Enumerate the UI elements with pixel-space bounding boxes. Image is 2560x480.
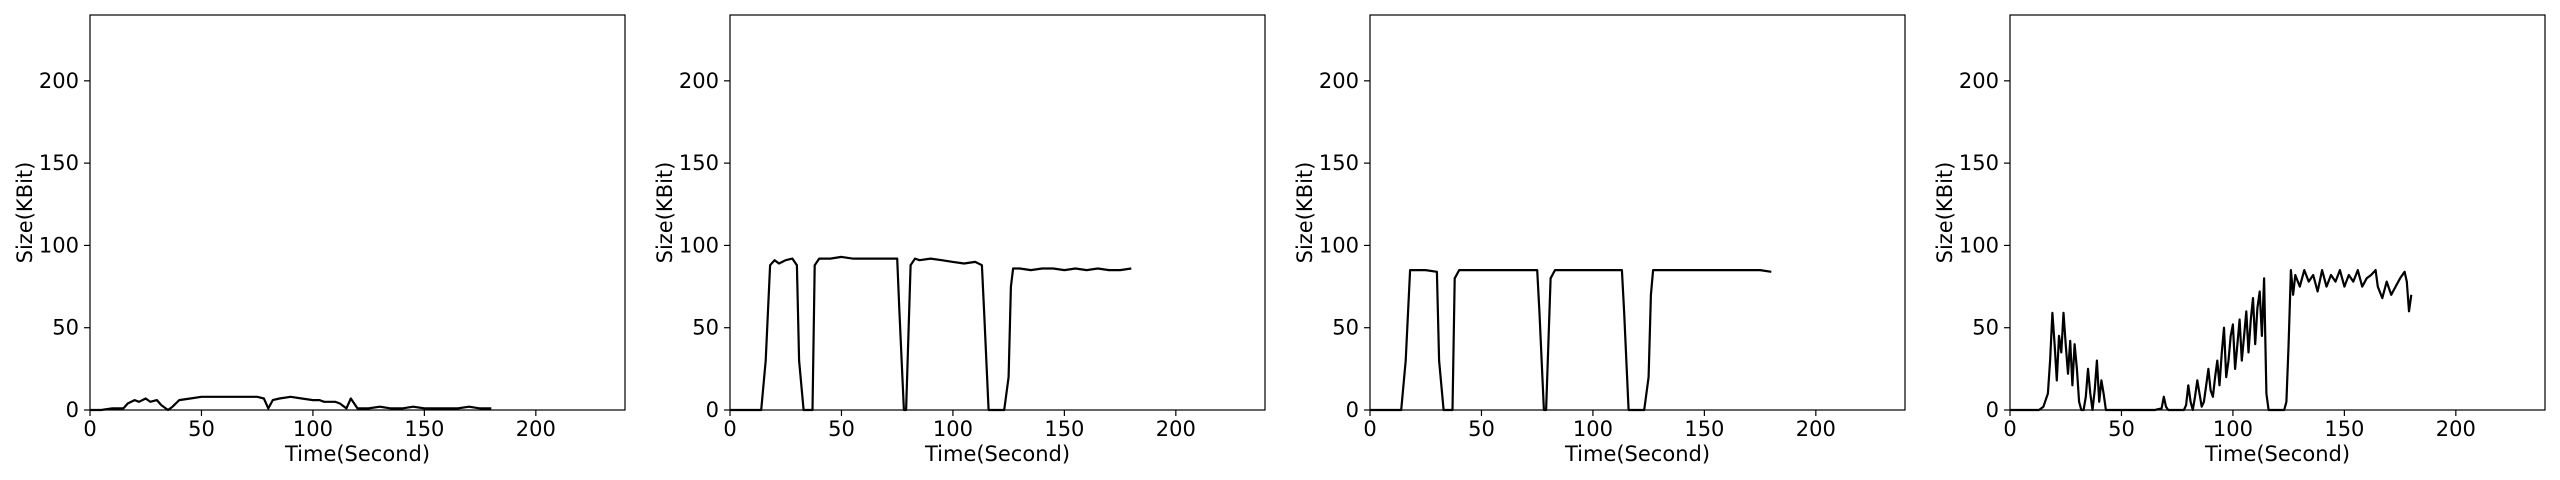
y-tick-label: 150 (1319, 151, 1359, 175)
y-tick-label: 50 (1332, 316, 1359, 340)
chart-panel-3: 0 50 100 150 200 0 50 100 150 200 Time(Second) Size… (1293, 14, 1906, 466)
y-tick-label: 0 (1346, 398, 1359, 422)
x-tick-label: 200 (2436, 417, 2476, 441)
plot-frame (729, 14, 1266, 411)
x-tick-label: 50 (2108, 417, 2135, 441)
plot-frame (89, 14, 626, 411)
y-tick-label: 50 (52, 316, 79, 340)
x-tick-label: 50 (1468, 417, 1495, 441)
series-line-1 (2010, 269, 2413, 412)
x-tick-label: 100 (293, 417, 333, 441)
y-tick-label: 150 (1959, 151, 1999, 175)
x-tick-label: 0 (2003, 417, 2016, 441)
y-tick-label: 100 (1959, 233, 1999, 257)
y-axis-label: Size(KBit) (653, 162, 677, 264)
x-tick-label: 100 (933, 417, 973, 441)
y-axis-label: Size(KBit) (1933, 162, 1957, 264)
y-tick-label: 50 (1972, 316, 1999, 340)
y-tick-label: 100 (1319, 233, 1359, 257)
x-axis-label: Time(Second) (1564, 442, 1710, 466)
x-axis-label: Time(Second) (284, 442, 430, 466)
y-tick-label: 100 (39, 233, 79, 257)
y-tick-label: 200 (39, 69, 79, 93)
y-axis-label: Size(KBit) (13, 162, 37, 264)
y-tick-label: 50 (692, 316, 719, 340)
x-tick-label: 200 (516, 417, 556, 441)
x-tick-label: 150 (1044, 417, 1084, 441)
x-tick-label: 50 (188, 417, 215, 441)
plot-frame (2009, 14, 2546, 411)
x-tick-label: 0 (723, 417, 736, 441)
y-tick-label: 100 (679, 233, 719, 257)
x-tick-label: 50 (828, 417, 855, 441)
x-tick-label: 100 (2213, 417, 2253, 441)
x-axis-label: Time(Second) (924, 442, 1070, 466)
series-line-1 (90, 395, 492, 412)
chart-panel-2: 0 50 100 150 200 0 50 100 150 200 Time(Second) Size… (653, 14, 1266, 466)
x-tick-label: 150 (404, 417, 444, 441)
x-tick-label: 200 (1796, 417, 1836, 441)
y-tick-label: 200 (679, 69, 719, 93)
y-tick-label: 150 (39, 151, 79, 175)
x-tick-label: 150 (2324, 417, 2364, 441)
y-tick-label: 150 (679, 151, 719, 175)
y-axis-label: Size(KBit) (1293, 162, 1317, 264)
y-tick-label: 0 (706, 398, 719, 422)
x-tick-label: 0 (83, 417, 96, 441)
x-axis-label: Time(Second) (2204, 442, 2350, 466)
y-tick-label: 0 (1986, 398, 1999, 422)
x-tick-label: 150 (1684, 417, 1724, 441)
y-tick-label: 200 (1319, 69, 1359, 93)
plot-frame (1369, 14, 1906, 411)
series-line-1 (1370, 269, 1772, 412)
chart-panel-4: 0 50 100 150 200 0 50 100 150 200 Time(Second) Size… (1933, 14, 2546, 466)
y-tick-label: 0 (66, 398, 79, 422)
x-tick-label: 100 (1573, 417, 1613, 441)
series-line-1 (730, 255, 1132, 412)
y-tick-label: 200 (1959, 69, 1999, 93)
x-tick-label: 0 (1363, 417, 1376, 441)
x-tick-label: 200 (1156, 417, 1196, 441)
chart-panel-1: 0 50 100 150 200 0 50 100 150 200 Time(Second) Size… (13, 14, 626, 466)
